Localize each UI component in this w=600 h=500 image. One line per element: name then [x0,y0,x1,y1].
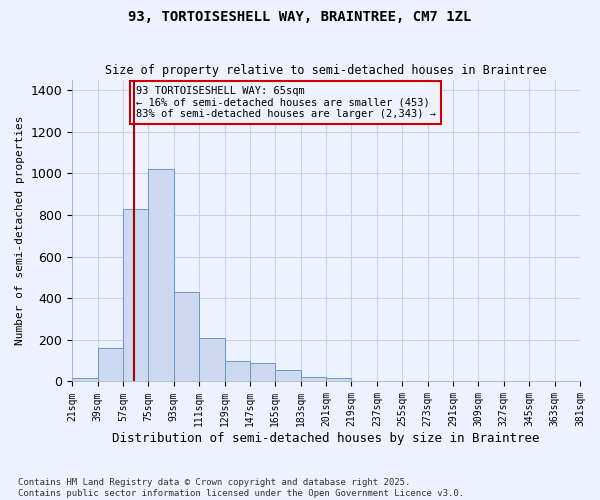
X-axis label: Distribution of semi-detached houses by size in Braintree: Distribution of semi-detached houses by … [112,432,540,445]
Bar [224,360,250,382]
Bar [250,362,275,382]
Title: Size of property relative to semi-detached houses in Braintree: Size of property relative to semi-detach… [105,64,547,77]
Bar [301,378,326,382]
Bar [72,378,98,382]
Bar [174,292,199,382]
Text: 93 TORTOISESHELL WAY: 65sqm
← 16% of semi-detached houses are smaller (453)
83% : 93 TORTOISESHELL WAY: 65sqm ← 16% of sem… [136,86,436,119]
Bar [148,169,174,382]
Y-axis label: Number of semi-detached properties: Number of semi-detached properties [15,116,25,346]
Text: 93, TORTOISESHELL WAY, BRAINTREE, CM7 1ZL: 93, TORTOISESHELL WAY, BRAINTREE, CM7 1Z… [128,10,472,24]
Bar [98,348,123,382]
Bar [199,338,224,382]
Bar [123,208,148,382]
Bar [326,378,352,382]
Text: Contains HM Land Registry data © Crown copyright and database right 2025.
Contai: Contains HM Land Registry data © Crown c… [18,478,464,498]
Bar [275,370,301,382]
